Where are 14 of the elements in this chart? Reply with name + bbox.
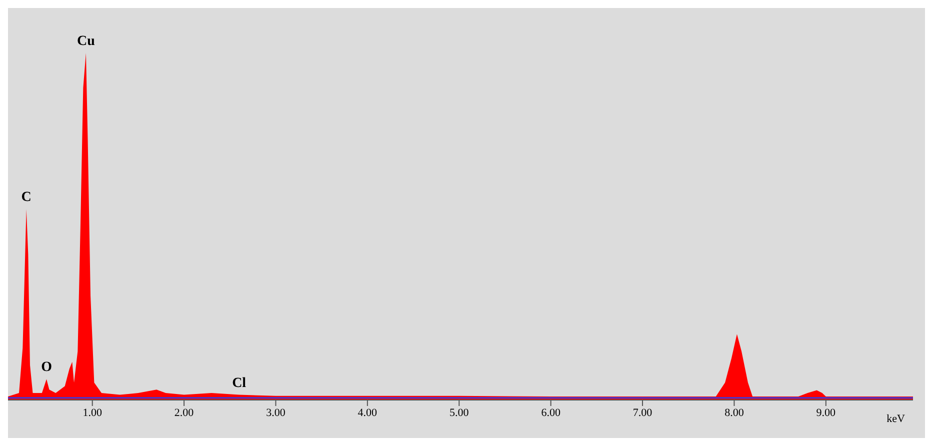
x-tick-label: 5.00 <box>450 406 470 419</box>
annotation: Cu <box>76 34 96 49</box>
annotation: Cl <box>232 376 246 391</box>
x-tick-label: 4.00 <box>358 406 378 419</box>
x-tick-label: 8.00 <box>724 406 744 419</box>
x-tick-label: 1.00 <box>82 406 102 419</box>
x-tick-label: 2.00 <box>174 406 194 419</box>
x-tick-label: 9.00 <box>816 406 836 419</box>
x-tick-label: 7.00 <box>632 406 653 419</box>
annotation: C <box>21 190 32 206</box>
annotation: O <box>41 360 52 376</box>
x-axis-title: keV <box>886 413 906 425</box>
x-tick-label: 3.00 <box>266 406 286 419</box>
x-tick-label: 6.00 <box>541 406 561 419</box>
